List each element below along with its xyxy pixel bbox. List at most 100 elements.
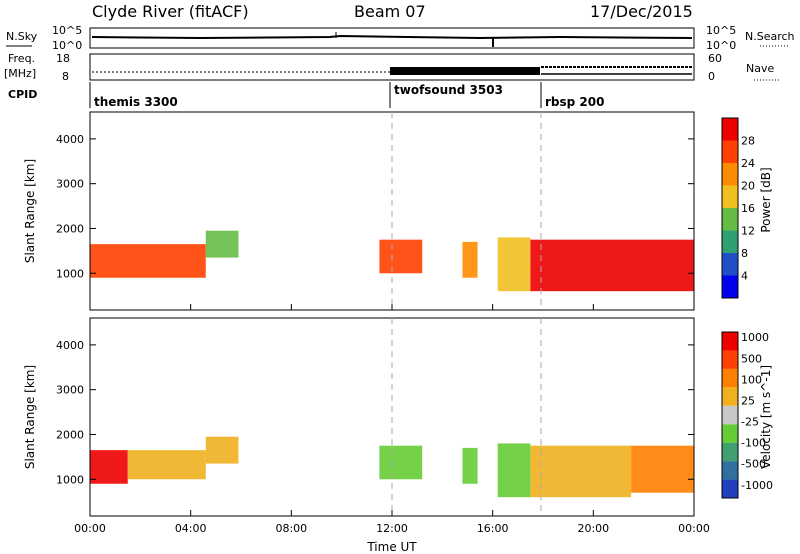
nave-label: Nave: [746, 62, 774, 75]
y-tick-label: 1000: [56, 267, 84, 280]
colorbar-tick-label: 8: [741, 247, 748, 260]
x-tick-label: 16:00: [477, 522, 509, 535]
echo-region: [205, 436, 239, 464]
colorbar-swatch: [722, 405, 738, 425]
colorbar-frame: [721, 117, 739, 299]
echo-region: [127, 450, 206, 480]
echo-region: [530, 445, 632, 498]
echo-region: [205, 230, 239, 258]
colorbar-swatch: [722, 479, 738, 498]
echo-region: [497, 443, 531, 498]
nsky-label: N.Sky: [6, 30, 38, 43]
colorbar-swatch: [722, 350, 738, 369]
y-tick-label: 2000: [56, 222, 84, 235]
freq-unit-label: [MHz]: [4, 67, 36, 80]
colorbar-tick-label: 100: [741, 373, 762, 386]
echo-region: [462, 447, 478, 484]
colorbar-swatch: [722, 230, 738, 253]
freq-tick-bottom: 8: [62, 70, 69, 83]
colorbar-tick-label: 28: [741, 135, 755, 148]
noise-tick-right-top: 10^5: [706, 24, 736, 37]
echo-region: [530, 239, 694, 292]
station-title: Clyde River (fitACF): [92, 2, 249, 21]
colorbar-swatch: [722, 461, 738, 480]
nsky-trace: [91, 34, 693, 40]
colorbar-tick-label: 25: [741, 394, 755, 407]
colorbar-swatch: [722, 163, 738, 186]
power-x-axis: [89, 304, 695, 310]
nsearch-label: N.Search: [745, 30, 795, 43]
colorbar-swatch: [722, 185, 738, 208]
colorbar-tick-label: 20: [741, 180, 755, 193]
nave-tick-top: 60: [708, 52, 722, 65]
noise-tick-left-top: 10^5: [52, 24, 82, 37]
freq-trace-2: [390, 67, 540, 75]
colorbar-tick-label: 1000: [741, 331, 769, 344]
colorbar-tick-label: 4: [741, 270, 748, 283]
cpid-label: CPID: [8, 88, 37, 101]
velocity-x-axis: 00:00 04:00 08:00 12:00 16:00 20:00 00:00: [74, 510, 710, 535]
colorbar-tick-label: -100: [741, 437, 766, 450]
colorbar-tick-label: -25: [741, 416, 759, 429]
velocity-colorbar-label: Velocity [m s^-1]: [759, 365, 773, 469]
velocity-panel: 1000 2000 3000 4000 00:00 04:00 08:00 12:00 16:…: [23, 317, 710, 554]
velocity-colorbar: 1000 500 100 25 -25 -100 -500 -1000: [721, 331, 773, 499]
freq-tick-top: 18: [56, 52, 70, 65]
colorbar-frame: [721, 331, 739, 499]
x-tick-label: 00:00: [74, 522, 106, 535]
colorbar-swatch: [722, 332, 738, 351]
echo-region: [90, 450, 128, 484]
beam-title: Beam 07: [354, 2, 426, 21]
power-panel: 1000 2000 3000 4000 Slant Range [km]: [23, 111, 695, 311]
noise-panel: N.Sky 10^5 10^0 10^5 10^0 N.Search: [6, 24, 795, 52]
power-colorbar-label: Power [dB]: [759, 167, 773, 232]
colorbar-tick-label: -500: [741, 458, 766, 471]
time-axis-label: Time UT: [366, 540, 417, 554]
y-tick-label: 4000: [56, 339, 84, 352]
colorbar-swatch: [722, 140, 738, 163]
cpid-mode-rbsp: rbsp 200: [545, 95, 604, 109]
colorbar-tick-label: 16: [741, 202, 755, 215]
echo-region: [379, 239, 423, 274]
colorbar-swatch: [722, 424, 738, 443]
frequency-panel: Freq. [MHz] 18 8 60 0 Nave: [4, 52, 780, 83]
velocity-y-axis: 1000 2000 3000 4000: [56, 339, 694, 486]
colorbar-tick-label: 12: [741, 225, 755, 238]
colorbar-swatch: [722, 275, 738, 298]
colorbar-swatch: [722, 368, 738, 388]
cpid-mode-themis: themis 3300: [94, 95, 178, 109]
colorbar-swatch: [722, 253, 738, 276]
colorbar-swatch: [722, 442, 738, 462]
noise-tick-right-bottom: 10^0: [706, 39, 736, 52]
power-echo-layer: [90, 230, 694, 292]
colorbar-swatch: [722, 118, 738, 141]
y-tick-label: 4000: [56, 133, 84, 146]
x-tick-label: 20:00: [577, 522, 609, 535]
y-tick-label: 2000: [56, 428, 84, 441]
echo-region: [90, 244, 206, 278]
colorbar-swatch: [722, 208, 738, 231]
cpid-panel: CPID themis 3300 twofsound 3503 rbsp 200: [8, 82, 604, 109]
cpid-mode-twofsound: twofsound 3503: [394, 83, 503, 97]
velocity-echo-layer: [90, 436, 694, 498]
noise-tick-left-bottom: 10^0: [52, 39, 82, 52]
echo-region: [379, 445, 423, 480]
colorbar-tick-label: 24: [741, 157, 755, 170]
colorbar-tick-label: -1000: [741, 479, 773, 492]
date-title: 17/Dec/2015: [590, 2, 693, 21]
freq-label: Freq.: [8, 52, 35, 65]
power-colorbar: 4 8 12 16 20 24 28: [721, 117, 755, 299]
echo-region: [631, 445, 694, 493]
x-tick-label: 04:00: [175, 522, 207, 535]
echo-region: [497, 237, 531, 292]
x-tick-label: 08:00: [275, 522, 307, 535]
velocity-ylabel: Slant Range [km]: [23, 365, 37, 469]
y-tick-label: 3000: [56, 384, 84, 397]
colorbar-swatch: [722, 387, 738, 406]
x-tick-label: 00:00: [678, 522, 710, 535]
colorbar-tick-label: 500: [741, 352, 762, 365]
echo-region: [462, 241, 478, 278]
power-ylabel: Slant Range [km]: [23, 159, 37, 263]
x-tick-label: 12:00: [376, 522, 408, 535]
